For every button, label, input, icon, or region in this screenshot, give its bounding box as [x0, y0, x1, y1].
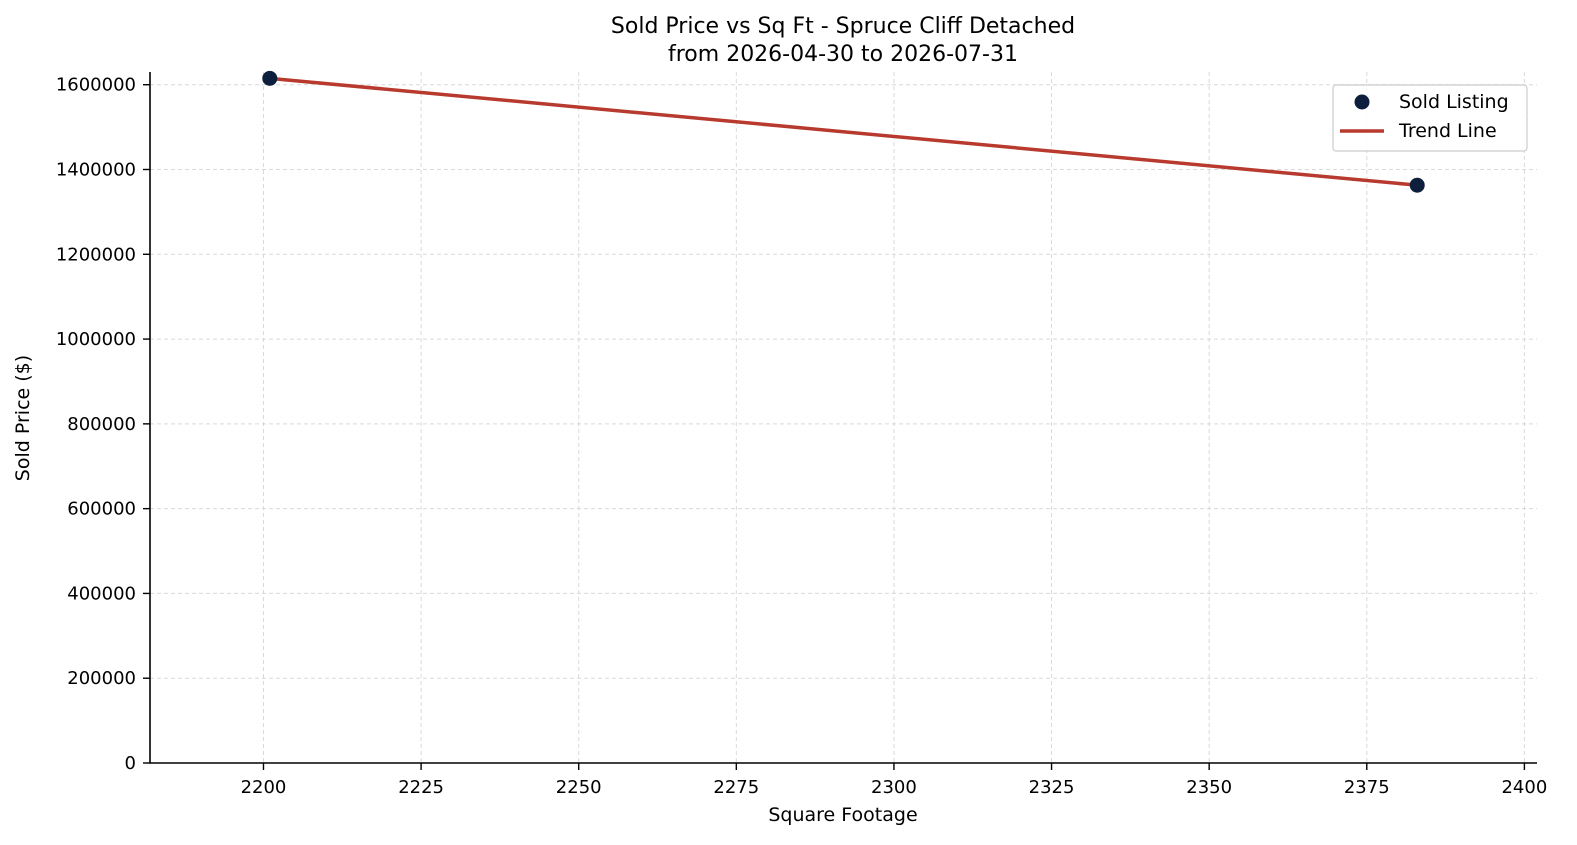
y-axis-label: Sold Price ($) [12, 355, 34, 481]
y-tick-label: 600000 [67, 499, 136, 520]
legend: Sold Listing Trend Line [1332, 84, 1528, 152]
y-tick-label: 200000 [67, 668, 136, 689]
y-tick-label: 0 [125, 753, 136, 774]
y-tick-label: 1400000 [56, 160, 136, 181]
x-tick-label: 2250 [556, 777, 602, 798]
y-tick-label: 1600000 [56, 75, 136, 96]
tick-labels: 2200 2225 2250 2275 2300 2325 2350 2375 2400 0 200… [56, 75, 1547, 798]
y-tick-label: 800000 [67, 414, 136, 435]
x-tick-label: 2200 [241, 777, 287, 798]
scatter-point [1409, 177, 1425, 193]
x-axis-label: Square Footage [768, 804, 917, 826]
y-tick-label: 400000 [67, 583, 136, 604]
legend-scatter-marker [1354, 94, 1370, 110]
x-tick-label: 2325 [1029, 777, 1075, 798]
x-tick-label: 2275 [713, 777, 759, 798]
x-tick-label: 2350 [1186, 777, 1232, 798]
x-tick-label: 2400 [1501, 777, 1547, 798]
trend-line [269, 76, 1418, 187]
legend-frame [1332, 84, 1528, 152]
chart-subtitle: from 2026-04-30 to 2026-07-31 [668, 42, 1018, 67]
y-tick-label: 1000000 [56, 329, 136, 350]
x-tick-label: 2375 [1344, 777, 1390, 798]
legend-label-sold-listing: Sold Listing [1399, 91, 1509, 113]
chart-title: Sold Price vs Sq Ft - Spruce Cliff Detac… [611, 14, 1075, 39]
legend-label-trend-line: Trend Line [1398, 120, 1497, 142]
scatter-point [262, 70, 278, 86]
x-tick-label: 2300 [871, 777, 917, 798]
axes [149, 72, 1537, 764]
plot-series [262, 70, 1425, 193]
y-tick-label: 1200000 [56, 244, 136, 265]
x-tick-label: 2225 [398, 777, 444, 798]
